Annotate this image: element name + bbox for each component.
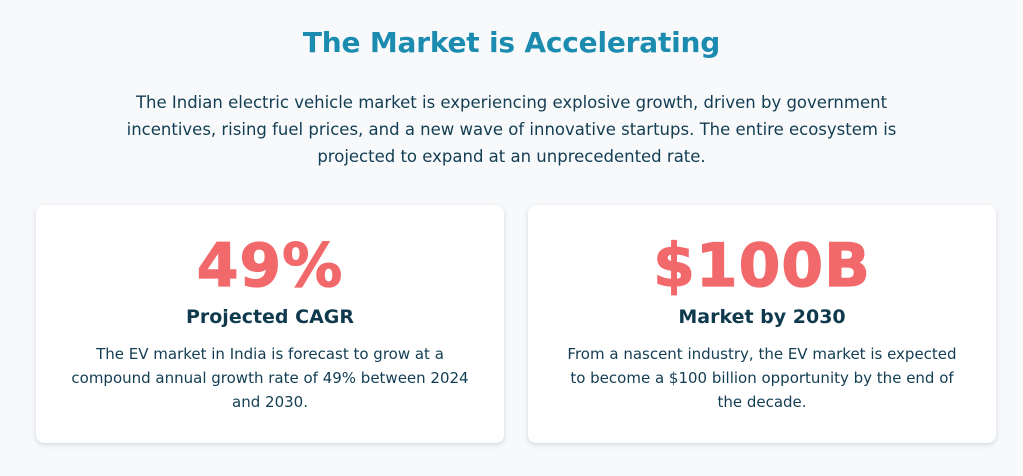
section-title: The Market is Accelerating bbox=[302, 26, 721, 59]
stat-card-market-size: $100B Market by 2030 From a nascent indu… bbox=[528, 205, 996, 443]
stat-label: Market by 2030 bbox=[678, 306, 846, 328]
stat-card-cagr: 49% Projected CAGR The EV market in Indi… bbox=[36, 205, 504, 443]
stat-description: The EV market in India is forecast to gr… bbox=[71, 345, 469, 411]
stat-label: Projected CAGR bbox=[185, 306, 355, 328]
intro-paragraph: The Indian electric vehicle market is ex… bbox=[126, 93, 897, 166]
stat-value: 49% bbox=[196, 231, 344, 301]
stat-description: From a nascent industry, the EV market i… bbox=[567, 345, 957, 411]
stat-value: $100B bbox=[653, 231, 871, 301]
